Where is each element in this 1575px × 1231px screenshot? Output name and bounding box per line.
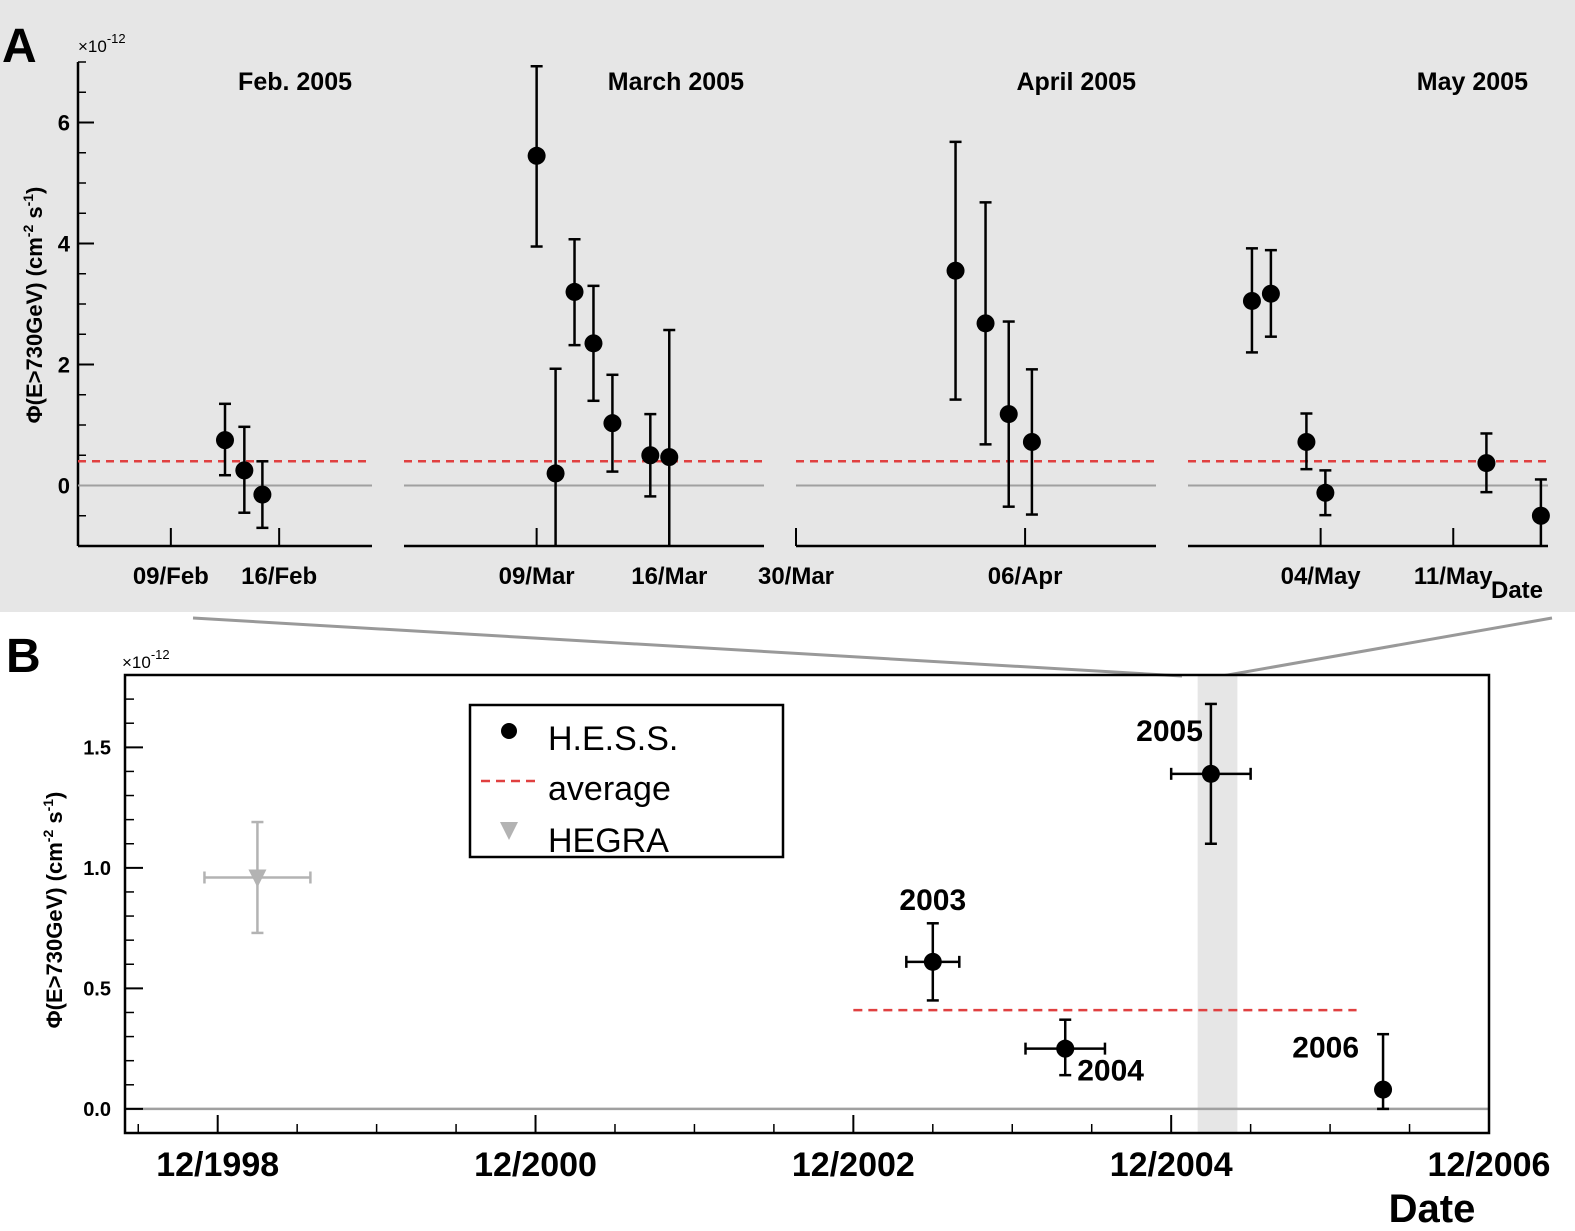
panel-b-highlight-band — [1197, 675, 1238, 1133]
panel-b-plot: 0.0 0.5 1.0 1.5 12/1998 12/2000 12/2002 12/2004… — [83, 673, 1551, 1184]
panel-a-subplot-title: March 2005 — [608, 68, 744, 96]
panel-a-data-point — [1261, 284, 1280, 303]
legend-hegra-label: HEGRA — [548, 822, 669, 860]
panel-a-x-tick-label: 09/Feb — [133, 563, 209, 590]
panel-a-y-exponent: ×10-12 — [78, 31, 126, 56]
panel-a-y-tick-label: 6 — [58, 111, 70, 136]
panel-b-hegra-point — [248, 869, 267, 888]
panel-a-data-point — [1022, 432, 1041, 451]
panel-a-letter: A — [2, 20, 37, 73]
legend-box — [468, 703, 785, 859]
panel-a-x-tick-label: 06/Apr — [988, 563, 1063, 590]
legend-hess-label: H.E.S.S. — [548, 720, 678, 758]
legend-average-label: average — [548, 770, 671, 808]
legend-hess-marker — [501, 723, 517, 739]
panel-a-data-point — [1316, 483, 1335, 502]
panel-b-hess-point — [1201, 764, 1220, 783]
panel-a-data-point — [584, 334, 603, 353]
panel-a-data-point — [641, 446, 660, 465]
panel-b-y-tick-label: 1.5 — [83, 737, 111, 759]
panel-a-data-point — [603, 414, 622, 433]
panel-b-y-tick-label: 0.5 — [83, 978, 111, 1000]
panel-a-subplot-title: Feb. 2005 — [238, 68, 352, 96]
panel-a-data-point — [546, 464, 565, 483]
panel-a-x-tick-label: 11/May — [1414, 563, 1493, 590]
panel-a-y-tick-label: 4 — [58, 232, 71, 257]
panel-a-data-point — [527, 146, 546, 165]
panel-b-x-tick-label: 12/2006 — [1428, 1146, 1551, 1184]
panel-a-data-point — [999, 405, 1018, 424]
panel-a-y-tick-label: 2 — [58, 353, 70, 378]
panel-b-letter: B — [6, 630, 41, 683]
panel-b-x-tick-label: 12/1998 — [156, 1146, 279, 1184]
panel-a-data-point — [946, 261, 965, 280]
panel-a-subplot-title: May 2005 — [1417, 68, 1528, 96]
panel-a-data-point — [235, 461, 254, 480]
panel-a-date-label: Date — [1491, 577, 1543, 604]
panel-b-date-label: Date — [1389, 1187, 1476, 1231]
panel-a-x-tick-label: 16/Feb — [241, 563, 317, 590]
panel-a-x-tick-label: 09/Mar — [499, 563, 575, 590]
legend: H.E.S.S. average HEGRA — [468, 703, 785, 860]
panel-b-y-label: Φ(E>730GeV) (cm-2 s-1) — [40, 792, 67, 1029]
panel-a-y-label: Φ(E>730GeV) (cm-2 s-1) — [20, 187, 47, 424]
panel-a-y-tick-label: 0 — [58, 474, 70, 499]
panel-a-subplot-title: April 2005 — [1016, 68, 1136, 96]
panel-a-x-tick-label: 30/Mar — [758, 563, 834, 590]
panel-b-frame — [123, 673, 1491, 1135]
panel-b-hess-point — [1056, 1039, 1075, 1058]
panel-a-data-point — [565, 282, 584, 301]
panel-b-y-exponent: ×10-12 — [122, 647, 170, 672]
panel-b-hess-point — [923, 952, 942, 971]
panel-a-x-tick-label: 04/May — [1281, 563, 1362, 590]
panel-b-x-tick-label: 12/2004 — [1110, 1146, 1233, 1184]
legend-hegra-marker — [500, 822, 518, 840]
panel-b-point-label: 2005 — [1136, 715, 1203, 748]
panel-b-point-label: 2003 — [899, 884, 966, 917]
panel-b-x-tick-label: 12/2000 — [474, 1146, 597, 1184]
panel-a-data-point — [1477, 454, 1496, 473]
zoom-connector-right — [1221, 616, 1553, 678]
panel-b-point-label: 2006 — [1292, 1032, 1359, 1065]
panel-a-data-point — [216, 431, 234, 450]
panel-b-y-tick-label: 1.0 — [83, 858, 111, 880]
panel-a-exp-power: -12 — [107, 31, 126, 46]
zoom-connector-left — [192, 616, 1183, 678]
panel-a-x-tick-label: 16/Mar — [631, 563, 707, 590]
panel-a-data-point — [1531, 506, 1550, 525]
panel-b-hess-point — [1374, 1080, 1393, 1099]
panel-b-y-tick-label: 0.0 — [83, 1099, 111, 1121]
panel-a-background — [0, 0, 1575, 612]
panel-a-plot: 0 2 4 6 09/Feb 16/Feb Feb. 2005 09/Mar 16/Mar Mar… — [58, 61, 1550, 590]
panel-a-data-point — [660, 448, 679, 467]
panel-b-x-tick-label: 12/2002 — [792, 1146, 915, 1184]
panel-b-point-label: 2004 — [1077, 1055, 1144, 1088]
panel-a-data-point — [1297, 432, 1316, 451]
panel-a-exp-base: ×10 — [78, 37, 107, 56]
panel-a-data-point — [976, 314, 995, 333]
panel-a-data-point — [253, 485, 272, 504]
panel-a-data-point — [1242, 291, 1261, 310]
